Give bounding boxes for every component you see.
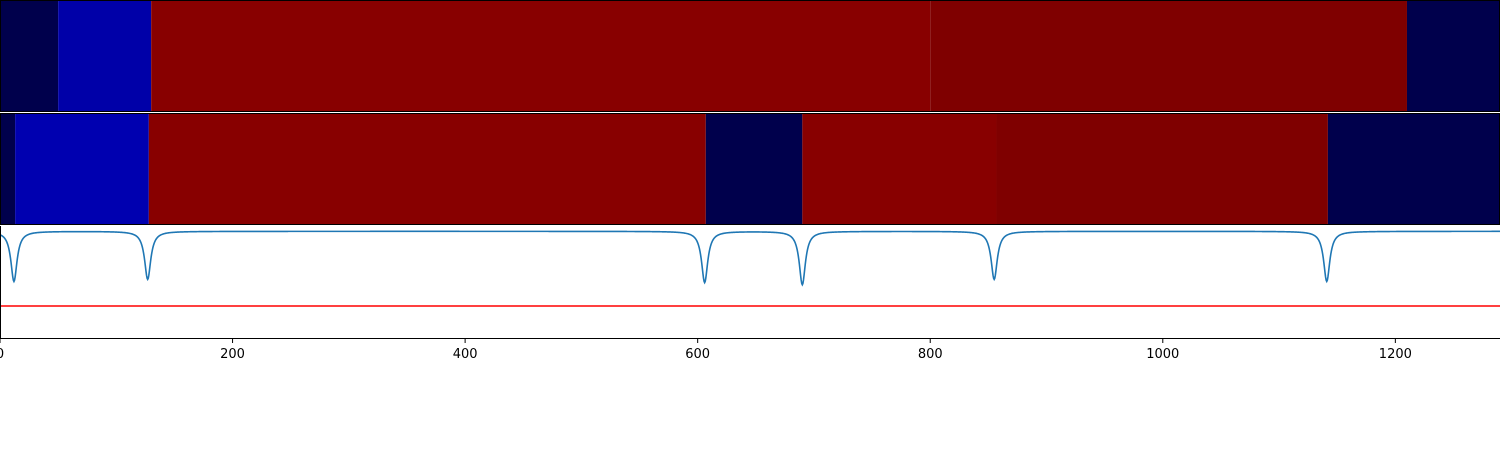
x-tick-label-600: 600: [685, 347, 710, 362]
heatmap-row-2: [0, 113, 1500, 225]
segment-1-2: [58, 0, 152, 112]
segment-2-1: [0, 113, 16, 225]
segment-2-5: [802, 113, 997, 225]
segment-1-5: [1406, 0, 1500, 112]
x-tick-label-1200: 1200: [1379, 347, 1412, 362]
x-axis: 0 200 400 600 800 1000 1200: [0, 338, 1412, 362]
heatmap-row-1: [0, 0, 1500, 112]
segment-2-7: [1327, 113, 1500, 225]
signal-line: [0, 230, 1500, 287]
segment-2-3: [148, 113, 706, 225]
segment-2-6: [996, 113, 1328, 225]
segment-2-2: [15, 113, 149, 225]
x-tick-label-0: 0: [0, 347, 4, 362]
x-tick-label-200: 200: [220, 347, 245, 362]
segment-2-4: [705, 113, 803, 225]
x-tick-label-800: 800: [918, 347, 943, 362]
x-tick-label-1000: 1000: [1146, 347, 1179, 362]
segment-1-3: [151, 0, 931, 112]
x-tick-label-400: 400: [453, 347, 478, 362]
segment-1-1: [0, 0, 59, 112]
segment-1-4: [930, 0, 1407, 112]
signal-panel: [0, 226, 1500, 339]
